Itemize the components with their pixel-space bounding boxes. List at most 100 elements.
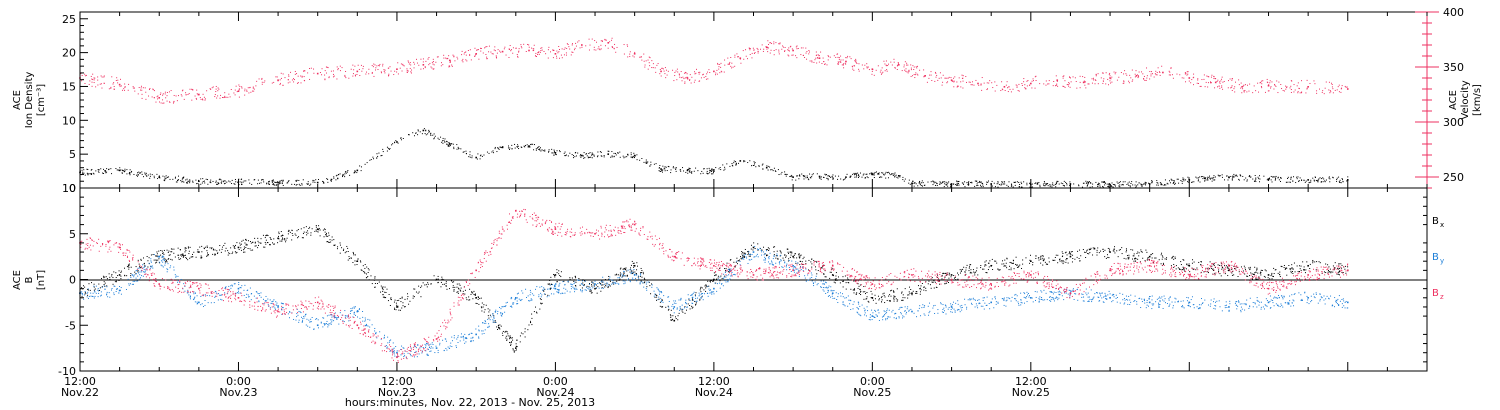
scatter-dot [1128,184,1130,186]
scatter-dot [1218,271,1220,273]
scatter-dot [919,184,921,186]
scatter-dot [971,181,973,183]
scatter-dot [908,70,910,72]
scatter-dot [488,152,490,154]
scatter-dot [1347,176,1349,178]
scatter-dot [921,180,923,182]
scatter-dot [805,47,807,49]
scatter-dot [788,50,790,52]
scatter-dot [1231,89,1233,91]
scatter-dot [1322,90,1324,92]
scatter-dot [734,65,736,67]
scatter-dot [143,263,145,265]
scatter-dot [552,49,554,51]
scatter-dot [81,80,83,82]
scatter-dot [676,68,678,70]
scatter-dot [433,64,435,66]
scatter-dot [1073,183,1075,185]
scatter-dot [1102,185,1104,187]
scatter-dot [842,286,844,288]
scatter-dot [730,57,732,59]
scatter-dot [1001,81,1003,83]
scatter-dot [1123,303,1125,305]
scatter-dot [518,51,520,53]
scatter-dot [1301,179,1303,181]
scatter-dot [119,85,121,87]
scatter-dot [1275,177,1277,179]
scatter-dot [877,65,879,67]
scatter-dot [473,293,475,295]
scatter-dot [913,69,915,71]
scatter-dot [661,169,663,171]
scatter-dot [1010,262,1012,264]
scatter-dot [354,172,356,174]
scatter-dot [1026,80,1028,82]
scatter-dot [1344,301,1346,303]
scatter-dot [997,182,999,184]
scatter-dot [1101,72,1103,74]
scatter-dot [1277,272,1279,274]
scatter-dot [821,267,823,269]
scatter-dot [774,170,776,172]
scatter-dot [1200,271,1202,273]
scatter-dot [87,169,89,171]
scatter-dot [330,70,332,72]
scatter-dot [354,260,356,262]
scatter-dot [721,71,723,73]
scatter-dot [1088,248,1090,250]
scatter-dot [1021,267,1023,269]
scatter-dot [624,267,626,269]
scatter-dot [1219,87,1221,89]
scatter-dot [159,177,161,179]
scatter-dot [445,282,447,284]
scatter-dot [687,172,689,174]
data-point [396,351,398,354]
scatter-dot [1277,177,1279,179]
scatter-dot [775,255,777,257]
scatter-dot [313,72,315,74]
scatter-dot [390,299,392,301]
scatter-dot [1047,83,1049,85]
scatter-dot [453,289,455,291]
scatter-dot [984,261,986,263]
scatter-dot [352,75,354,77]
scatter-dot [170,248,172,250]
scatter-dot [1276,80,1278,82]
scatter-dot [908,291,910,293]
scatter-dot [452,54,454,56]
scatter-dot [1121,247,1123,249]
scatter-dot [1060,182,1062,184]
scatter-dot [360,64,362,66]
scatter-dot [518,50,520,52]
scatter-dot [1148,258,1150,260]
scatter-dot [737,56,739,58]
scatter-dot [1043,181,1045,183]
scatter-dot [461,50,463,52]
scatter-dot [422,58,424,60]
scatter-dot [1305,180,1307,182]
scatter-dot [392,350,394,352]
scatter-dot [1342,272,1344,274]
scatter-dot [815,269,817,271]
scatter-dot [654,296,656,298]
scatter-dot [108,273,110,275]
scatter-dot [544,293,546,295]
scatter-dot [1207,82,1209,84]
scatter-dot [344,173,346,175]
scatter-dot [1150,254,1152,256]
scatter-dot [1108,250,1110,252]
scatter-dot [740,62,742,64]
scatter-dot [526,144,528,146]
scatter-dot [723,71,725,73]
scatter-dot [1342,179,1344,181]
scatter-dot [319,72,321,74]
scatter-dot [1233,274,1235,276]
scatter-dot [599,49,601,51]
scatter-dot [156,261,158,263]
scatter-dot [1110,78,1112,80]
scatter-dot [279,84,281,86]
scatter-dot [103,168,105,170]
scatter-dot [141,171,143,173]
scatter-dot [1117,256,1119,258]
